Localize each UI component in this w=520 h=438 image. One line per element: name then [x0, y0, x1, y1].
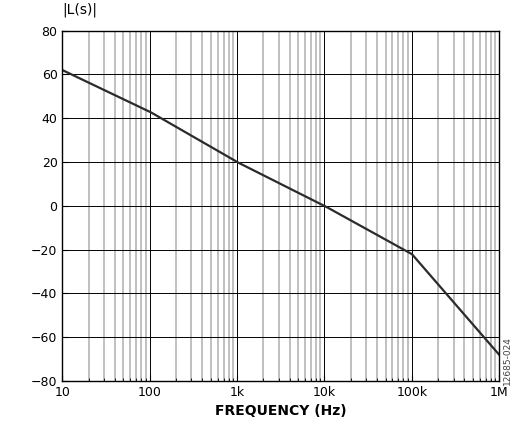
- Text: 12685-024: 12685-024: [503, 336, 512, 385]
- X-axis label: FREQUENCY (Hz): FREQUENCY (Hz): [215, 404, 347, 418]
- Text: |L(s)|: |L(s)|: [62, 2, 97, 17]
